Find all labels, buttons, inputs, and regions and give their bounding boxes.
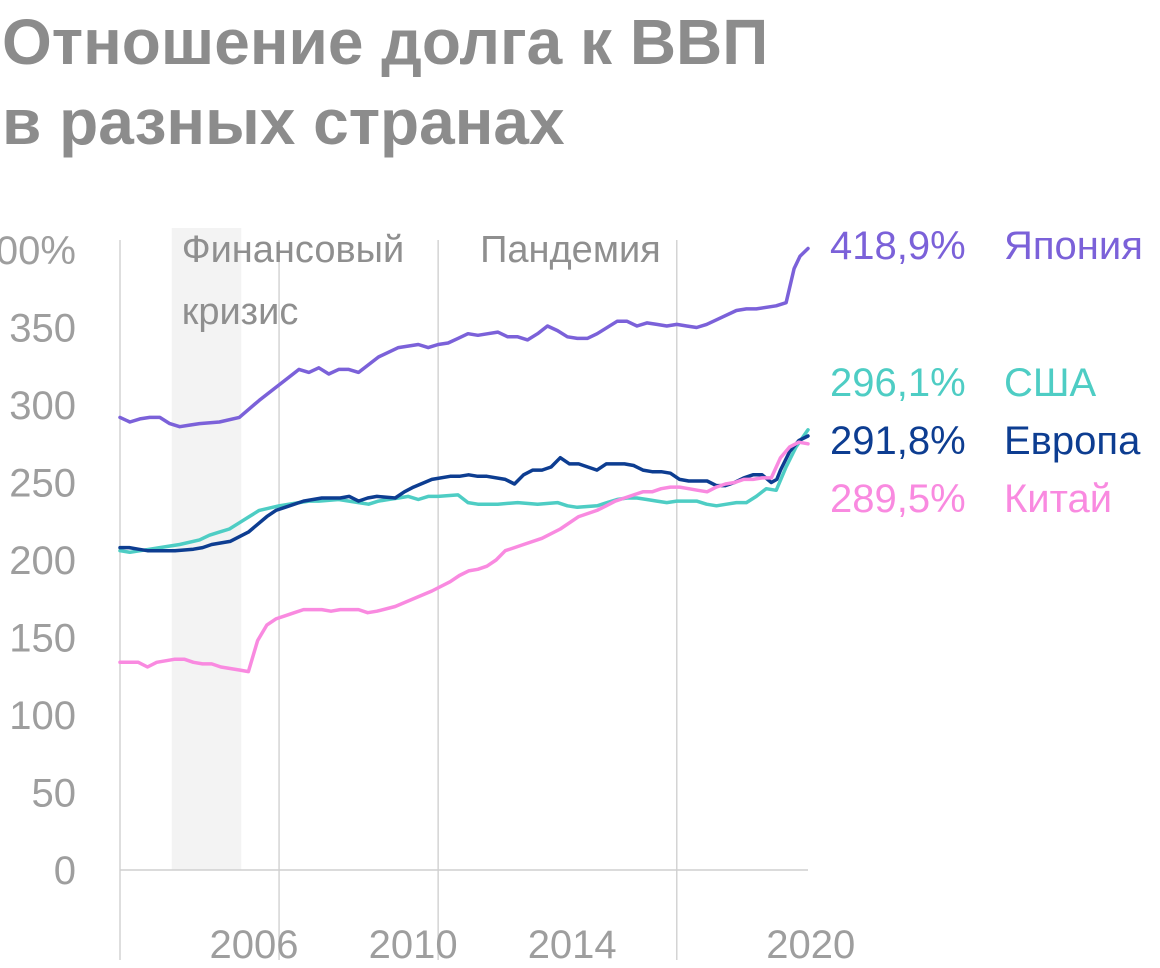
x-tick-label-2014: 2014 xyxy=(528,923,617,967)
series-line-0 xyxy=(118,246,810,429)
chart-title: Отношение долга к ВВП в разных странах xyxy=(2,2,768,162)
y-tick-label-100: 100 xyxy=(9,694,76,738)
title-line-2: в разных странах xyxy=(2,86,565,158)
y-tick-label-400: 400% xyxy=(0,229,76,273)
crisis-annotation-line-1: Финансовый xyxy=(182,229,405,271)
series-end-value-1: 296,1% xyxy=(830,361,966,405)
x-tick-label-2020: 2020 xyxy=(766,923,855,967)
series-name-2: Европа xyxy=(1004,419,1141,463)
series-line-3 xyxy=(118,440,810,674)
series-name-3: Китай xyxy=(1004,477,1112,521)
pandemic-annotation: Пандемия xyxy=(480,229,661,271)
y-tick-label-200: 200 xyxy=(9,539,76,583)
series-name-1: США xyxy=(1004,361,1097,405)
y-tick-label-0: 0 xyxy=(54,849,76,893)
y-tick-label-150: 150 xyxy=(9,617,76,661)
title-line-1: Отношение долга к ВВП xyxy=(2,6,769,78)
x-tick-label-2006: 2006 xyxy=(210,923,299,967)
y-tick-label-350: 350 xyxy=(9,307,76,351)
y-tick-label-50: 50 xyxy=(32,772,77,816)
series-line-1 xyxy=(118,428,810,555)
crisis-annotation-line-2: кризис xyxy=(182,291,299,333)
x-tick-label-2010: 2010 xyxy=(369,923,458,967)
series-end-value-3: 289,5% xyxy=(830,477,966,521)
series-end-value-0: 418,9% xyxy=(830,224,966,268)
series-name-0: Япония xyxy=(1004,224,1143,268)
y-tick-label-300: 300 xyxy=(9,384,76,428)
series-end-value-2: 291,8% xyxy=(830,419,966,463)
y-tick-label-250: 250 xyxy=(9,462,76,506)
